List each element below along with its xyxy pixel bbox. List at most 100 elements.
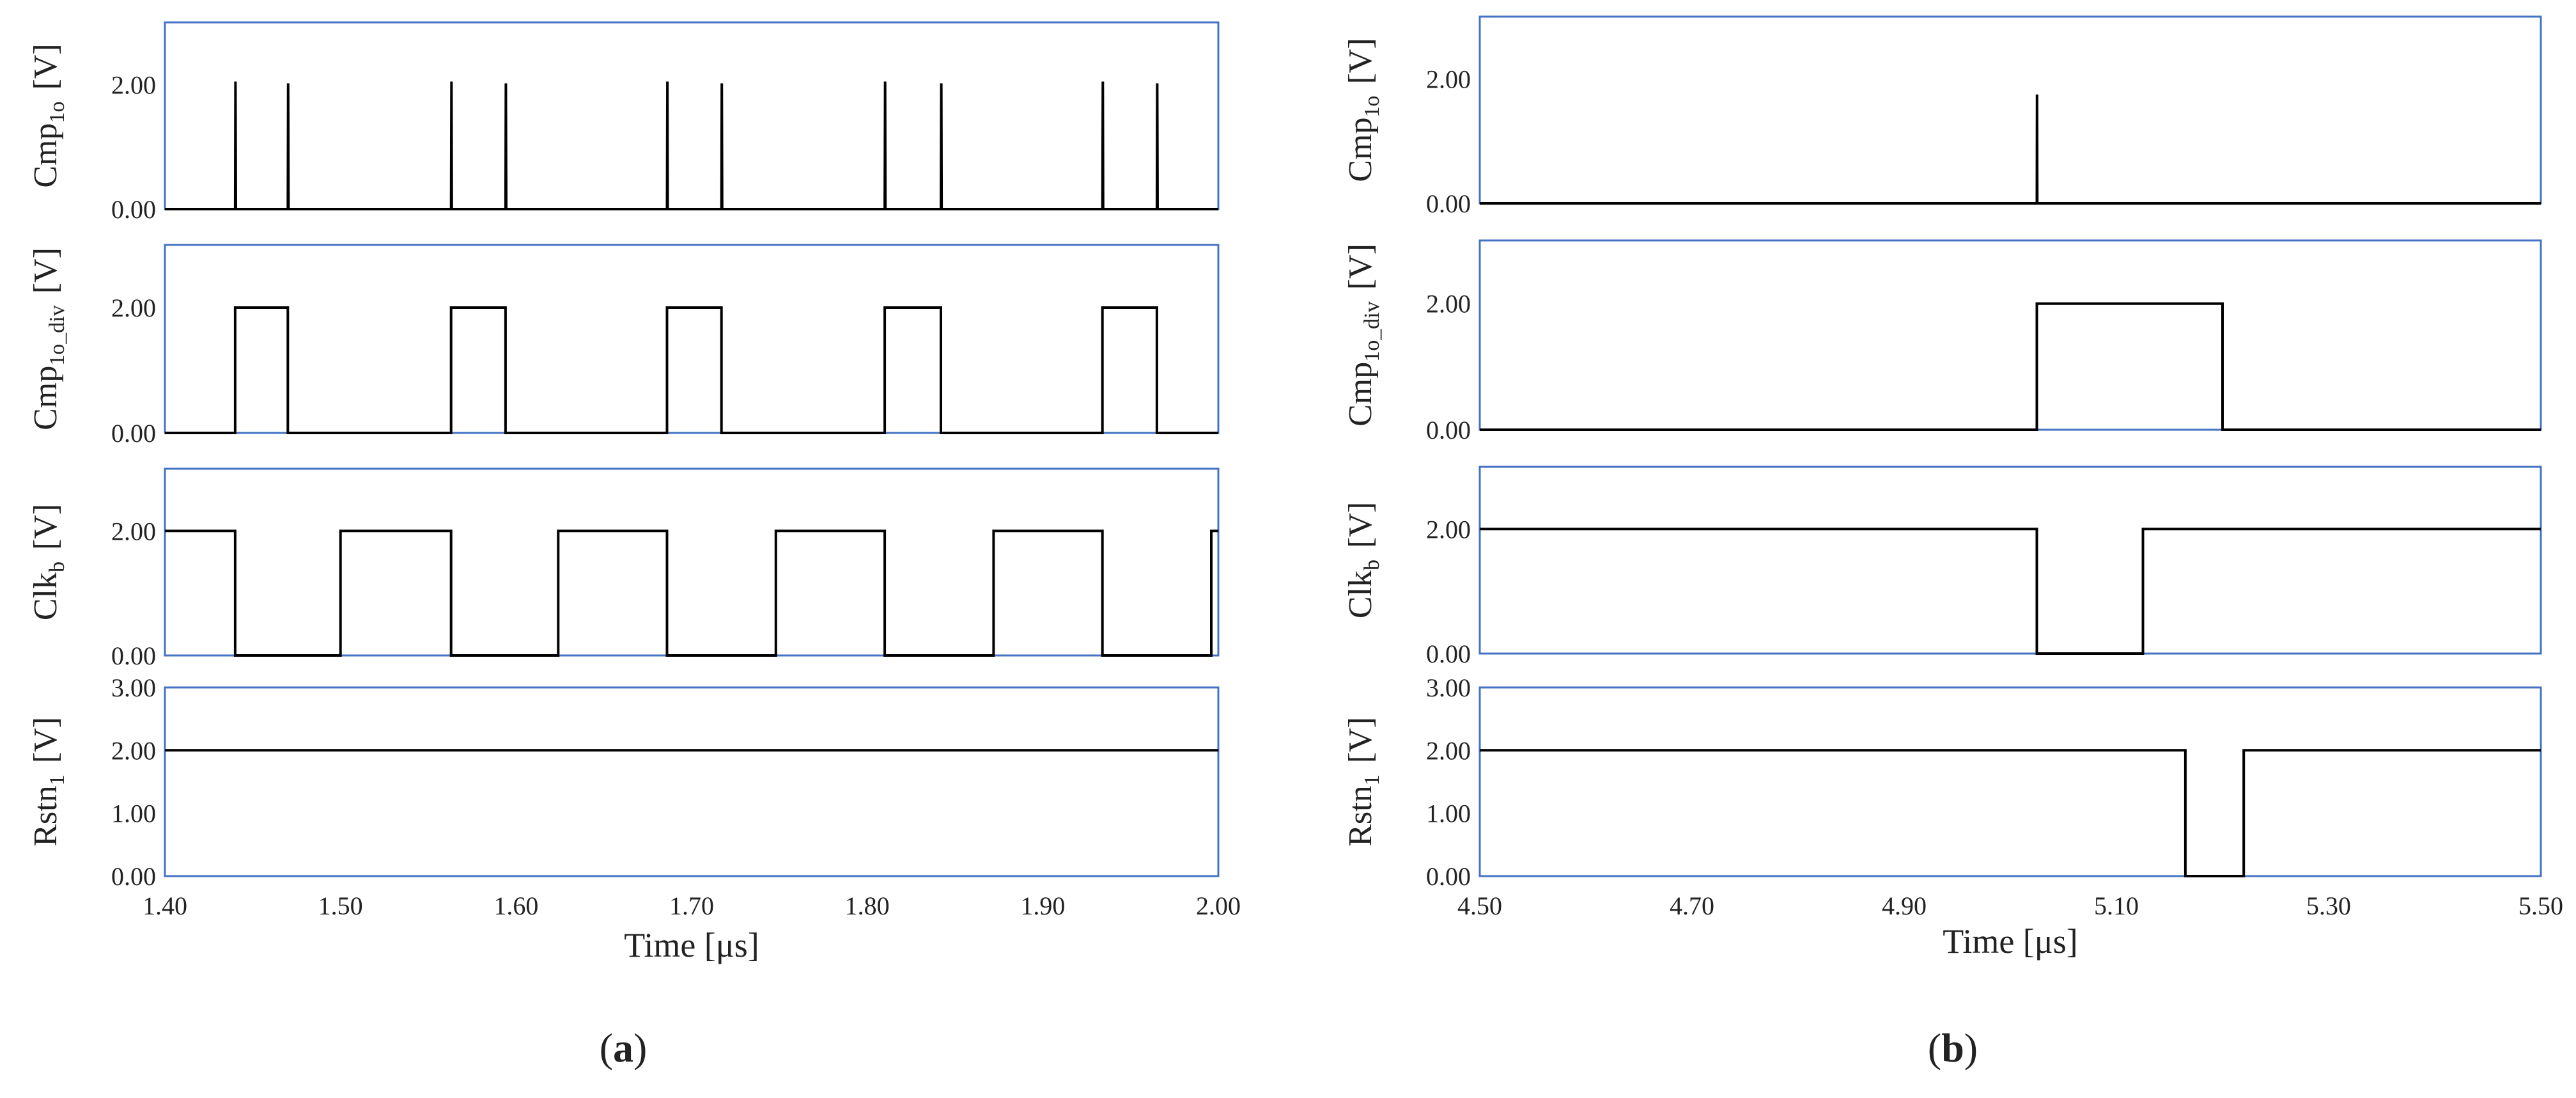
trace-4 bbox=[1480, 749, 2541, 877]
x-tick-label: 1.90 bbox=[1020, 891, 1065, 920]
x-tick-label: 1.70 bbox=[669, 891, 714, 920]
x-tick-label: 1.50 bbox=[318, 891, 363, 920]
panel-label: (a) bbox=[600, 1025, 648, 1071]
panel-b: 0.002.00Cmp1o[V]0.002.00Cmp1o_div[V]0.00… bbox=[1342, 15, 2563, 1071]
y-tick-label: 2.00 bbox=[1426, 290, 1471, 318]
subplot-2: 0.00 2.00 Cmp1o_div [V] bbox=[1342, 239, 2542, 444]
y-axis-label-unit: [V] bbox=[1342, 244, 1379, 290]
y-axis-label: Cmp1o [V] bbox=[27, 43, 69, 187]
subplot-2: 0.00 2.00 Cmp1o_div [V] bbox=[27, 244, 1220, 448]
y-axis-label: Cmp1o [V] bbox=[1342, 38, 1384, 182]
x-tick-label: 1.60 bbox=[493, 891, 538, 920]
y-axis-label: Cmp1o_div [V] bbox=[27, 247, 69, 430]
y-tick-label: 0.00 bbox=[1426, 416, 1471, 444]
y-axis-label: Cmp1o_div [V] bbox=[1342, 244, 1384, 427]
y-tick-label: 2.00 bbox=[111, 736, 156, 765]
x-tick-label: 4.70 bbox=[1670, 891, 1714, 920]
subplot-4: 0.00 1.00 2.00 3.00 Rstn1 [V] bbox=[27, 673, 1220, 891]
trace-2 bbox=[165, 306, 1218, 434]
y-axis-label-unit: [V] bbox=[27, 43, 64, 90]
plot-frame bbox=[1478, 686, 2542, 877]
y-axis-label-main: Cmp bbox=[1342, 118, 1379, 182]
y-tick-label: 0.00 bbox=[111, 419, 156, 448]
y-axis-label-unit: [V] bbox=[1342, 38, 1379, 84]
y-axis-label-main: Clk bbox=[27, 572, 64, 620]
y-axis-label-subscript: 1 bbox=[45, 774, 69, 785]
y-axis-label: Clkb [V] bbox=[1342, 502, 1384, 618]
plot-frame bbox=[164, 686, 1220, 877]
y-tick-label: 0.00 bbox=[111, 195, 156, 224]
y-axis-label-unit: [V] bbox=[1342, 502, 1379, 548]
x-tick-label: 2.00 bbox=[1196, 891, 1241, 920]
y-tick-label: 2.00 bbox=[1426, 515, 1471, 544]
plot-frame bbox=[1478, 466, 2542, 655]
y-axis-label-main: Rstn bbox=[27, 785, 64, 846]
x-tick-label: 5.30 bbox=[2306, 891, 2351, 920]
y-tick-label: 0.00 bbox=[1426, 639, 1471, 668]
y-axis-label: Clkb [V] bbox=[27, 504, 69, 620]
y-axis-label-subscript: b bbox=[1360, 560, 1384, 570]
y-axis-label-main: Cmp bbox=[1342, 362, 1379, 427]
trace-3 bbox=[1480, 528, 2541, 655]
y-axis-label-subscript: b bbox=[45, 561, 69, 572]
y-axis-label-subscript: 1o bbox=[45, 102, 69, 123]
y-tick-label: 2.00 bbox=[1426, 736, 1471, 765]
panel-label-open: ( bbox=[600, 1025, 613, 1071]
y-axis-label-subscript: 1 bbox=[1360, 774, 1384, 785]
trace-3 bbox=[165, 529, 1218, 657]
y-tick-label: 1.00 bbox=[1426, 799, 1471, 828]
y-axis-label-unit: [V] bbox=[1342, 717, 1379, 763]
y-tick-label: 0.00 bbox=[111, 641, 156, 670]
trace-1 bbox=[1480, 94, 2541, 205]
y-axis-label: Rstn1 [V] bbox=[1342, 717, 1384, 847]
panel-label-open: ( bbox=[1928, 1025, 1941, 1071]
x-axis-label: Time [μs] bbox=[1943, 922, 2078, 961]
y-axis-label-main: Clk bbox=[1342, 570, 1379, 618]
y-axis-label-subscript: 1o_div bbox=[45, 305, 69, 365]
plot-frame bbox=[164, 21, 1220, 210]
y-axis-label-unit: [V] bbox=[27, 717, 64, 763]
plot-frame bbox=[164, 244, 1220, 434]
panel-label-close: ) bbox=[1964, 1025, 1978, 1071]
y-tick-label: 0.00 bbox=[1426, 862, 1471, 891]
panel-label: (b) bbox=[1928, 1025, 1978, 1071]
subplot-4: 0.00 1.00 2.00 3.00 Rstn1 [V] bbox=[1342, 673, 2542, 891]
x-tick-label: 4.50 bbox=[1457, 891, 1502, 920]
y-axis-label-main: Cmp bbox=[27, 123, 64, 188]
x-axis-label: Time [μs] bbox=[624, 926, 759, 964]
y-tick-label: 2.00 bbox=[1426, 65, 1471, 93]
y-axis-label-unit: [V] bbox=[27, 504, 64, 550]
x-tick-label: 5.10 bbox=[2094, 891, 2139, 920]
y-axis-label: Rstn1 [V] bbox=[27, 717, 69, 847]
trace-1 bbox=[165, 81, 1218, 210]
y-tick-label: 0.00 bbox=[1426, 189, 1471, 218]
y-tick-label: 2.00 bbox=[111, 517, 156, 545]
panel-a: 0.002.00Cmp1o[V]0.002.00Cmp1o_div[V]0.00… bbox=[27, 21, 1241, 1071]
panel-label-letter: b bbox=[1941, 1025, 1964, 1071]
panel-label-letter: a bbox=[613, 1025, 633, 1071]
subplot-1: 0.00 2.00 Cmp1o [V] bbox=[27, 21, 1220, 224]
plot-frame bbox=[164, 467, 1220, 657]
subplot-1: 0.00 2.00 Cmp1o [V] bbox=[1342, 15, 2542, 218]
y-axis-label-subscript: 1o_div bbox=[1360, 301, 1384, 361]
y-tick-label: 3.00 bbox=[111, 673, 156, 702]
panel-label-close: ) bbox=[633, 1025, 647, 1071]
plot-frame bbox=[1478, 15, 2542, 205]
y-tick-label: 2.00 bbox=[111, 70, 156, 99]
y-tick-label: 1.00 bbox=[111, 799, 156, 828]
y-axis-label-main: Cmp bbox=[27, 366, 64, 430]
x-tick-label: 4.90 bbox=[1882, 891, 1927, 920]
x-tick-label: 1.40 bbox=[143, 891, 187, 920]
trace-2 bbox=[1480, 302, 2541, 431]
y-axis-label-main: Rstn bbox=[1342, 785, 1379, 846]
y-tick-label: 3.00 bbox=[1426, 673, 1471, 702]
x-tick-label: 5.50 bbox=[2518, 891, 2563, 920]
subplot-3: 0.00 2.00 Clkb [V] bbox=[27, 467, 1220, 670]
plot-frame bbox=[1478, 239, 2542, 431]
y-tick-label: 2.00 bbox=[111, 294, 156, 322]
y-axis-label-subscript: 1o bbox=[1360, 96, 1384, 118]
y-tick-label: 0.00 bbox=[111, 862, 156, 891]
y-axis-label-unit: [V] bbox=[27, 247, 64, 294]
x-tick-label: 1.80 bbox=[845, 891, 890, 920]
